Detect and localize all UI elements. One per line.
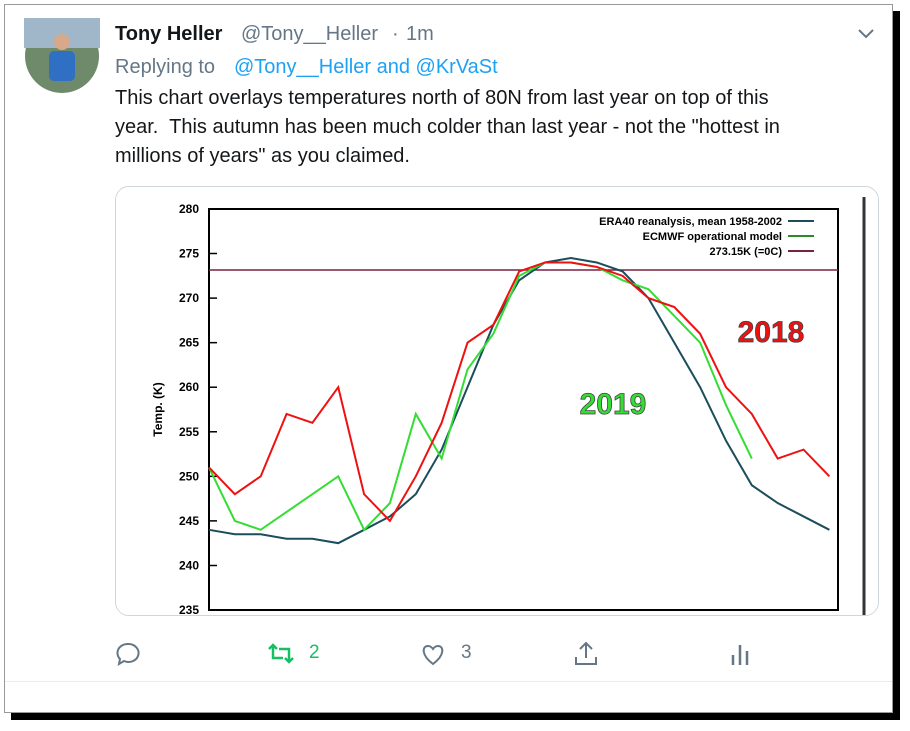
y-tick-label: 240 [179,558,199,572]
legend-label: 273.15K (=0C) [710,246,783,258]
tweet-text: This chart overlays temperatures north o… [115,87,769,109]
series-annotation: 2018 [738,316,805,349]
reply-targets[interactable]: @Tony__Heller and @KrVaSt [234,56,498,78]
reply-icon[interactable] [113,639,143,669]
chart: 235 240 245 250 255 260 265 270 275 280 Temp. (K) E… [116,187,878,615]
series-line [208,256,830,545]
y-tick-label: 270 [179,291,199,305]
user-name[interactable]: Tony Heller [115,23,223,45]
y-tick-label: 255 [179,425,199,439]
plot-frame [208,208,839,611]
y-axis-label: Temp. (K) [151,382,165,436]
y-tick-label: 280 [179,202,199,216]
chart-background [116,187,878,615]
legend-label: ECMWF operational model [643,231,782,243]
like-icon[interactable] [418,639,448,669]
y-tick-label: 245 [179,514,199,528]
y-tick-label: 265 [179,336,199,350]
retweet-count: 2 [309,642,320,663]
divider [5,681,892,682]
legend-label: ERA40 reanalysis, mean 1958-2002 [599,216,782,228]
timestamp[interactable]: 1m [406,23,434,45]
user-handle[interactable]: @Tony__Heller [241,23,379,45]
y-tick-label: 250 [179,469,199,483]
series-annotation: 2019 [580,388,647,421]
y-tick-label: 235 [179,603,199,615]
more-menu[interactable] [856,27,876,41]
separator: · [392,23,399,45]
analytics-icon[interactable] [725,639,755,669]
like-count: 3 [461,642,472,663]
tweet-text: millions of years" as you claimed. [115,145,410,167]
tweet-image[interactable]: 235 240 245 250 255 260 265 270 275 280 Temp. (K) E… [115,186,879,616]
avatar[interactable] [24,18,100,94]
tweet-card: Tony Heller @Tony__Heller · 1m Replying … [4,4,893,713]
replying-label: Replying to [115,56,216,78]
series-line [208,261,831,523]
tweet-text: year. This autumn has been much colder t… [115,116,780,138]
y-tick-label: 275 [179,247,199,261]
retweet-icon[interactable] [265,639,297,669]
share-icon[interactable] [571,639,601,669]
y-tick-label: 260 [179,380,199,394]
